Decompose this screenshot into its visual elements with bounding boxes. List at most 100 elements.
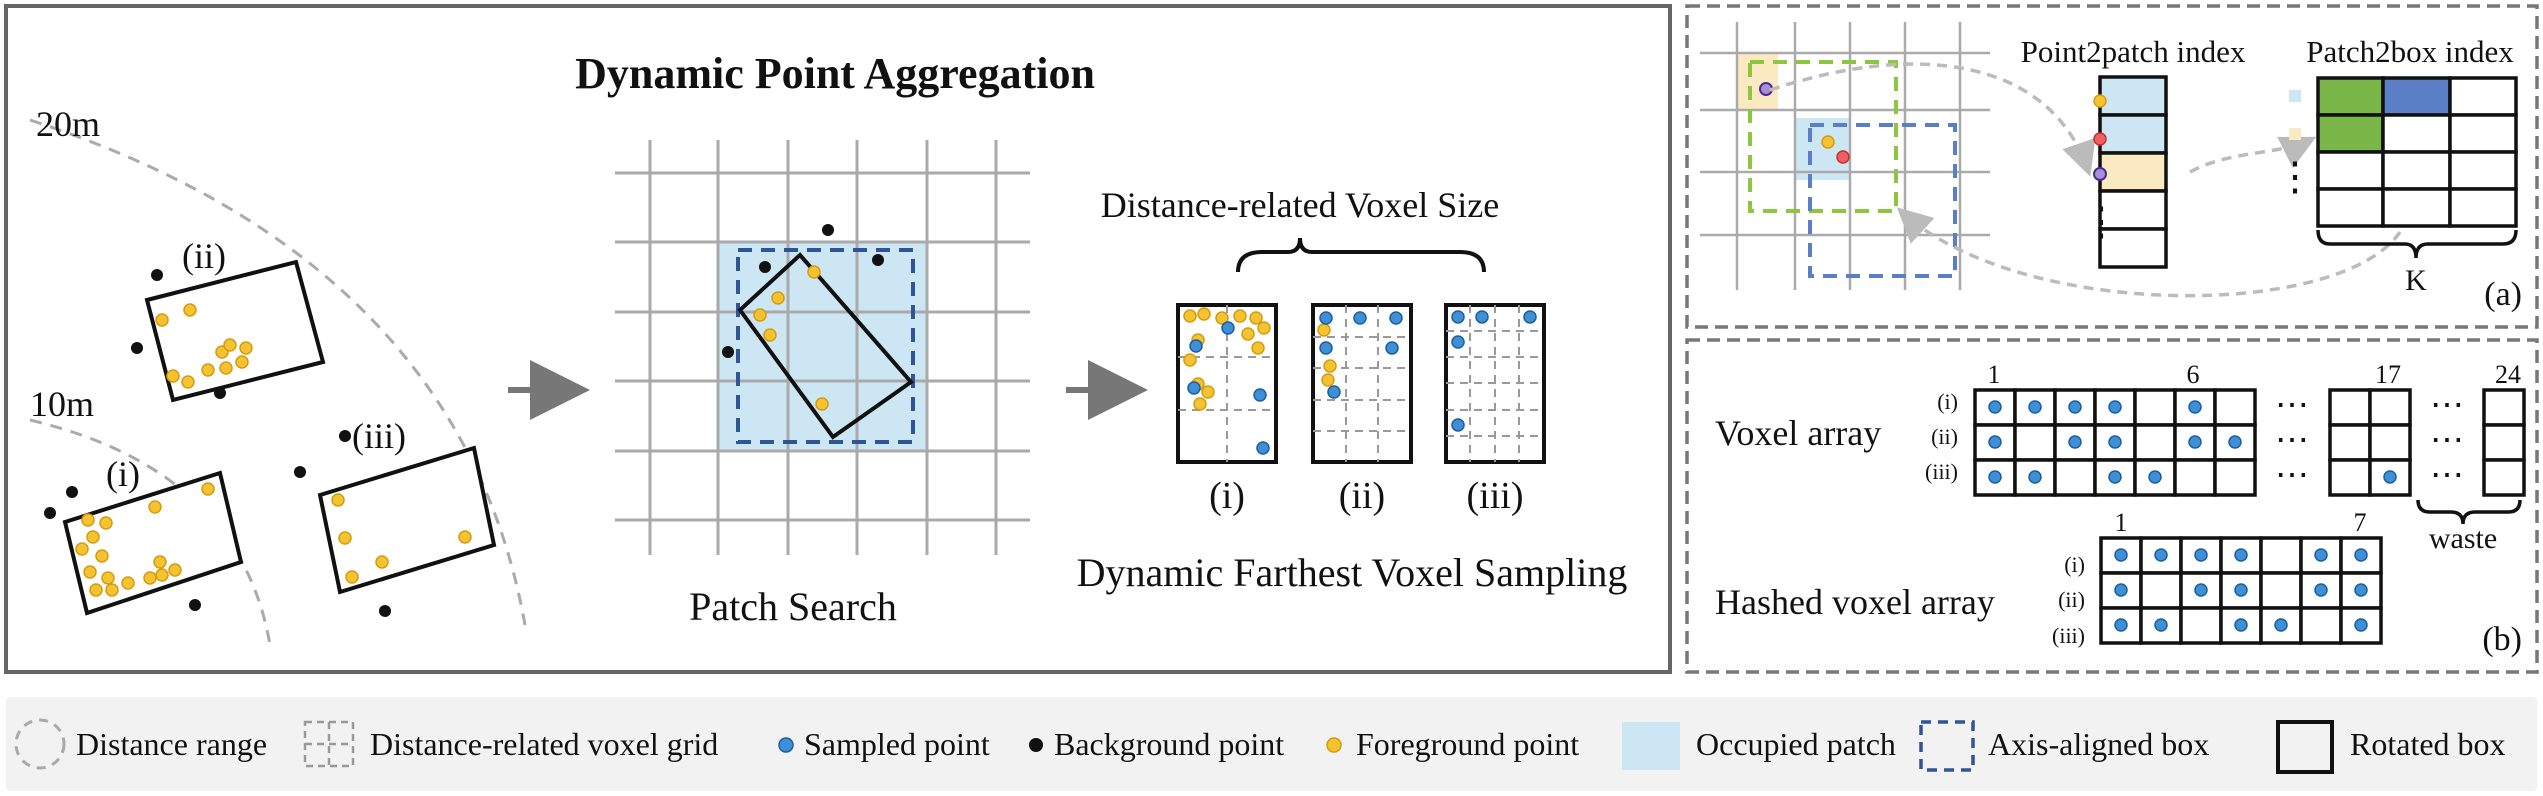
background-point xyxy=(214,387,226,399)
foreground-point xyxy=(239,341,253,355)
grid-label-ii: (ii) xyxy=(1339,475,1385,517)
panel-a-tag: (a) xyxy=(2484,276,2522,313)
panel-a: Point2patch index ⋮ Patch2box index xyxy=(1685,4,2539,329)
box-label-i: (i) xyxy=(106,454,140,494)
foreground-point xyxy=(235,355,249,369)
legend-axis-aligned-box: Axis-aligned box xyxy=(1988,726,2209,762)
yellow-square-marker xyxy=(2289,128,2301,140)
ellipsis: ⋯ xyxy=(2275,422,2309,459)
voxel-size-label: Distance-related Voxel Size xyxy=(1101,185,1500,225)
foreground-point xyxy=(753,308,767,322)
hashed-row-label-i: (i) xyxy=(2064,552,2085,577)
main-title: Dynamic Point Aggregation xyxy=(575,49,1095,98)
occupied-patch xyxy=(718,242,927,451)
foreground-point xyxy=(345,570,359,584)
panel-b: Voxel array Hashed voxel array (i) (ii) … xyxy=(1685,338,2539,674)
voxel-array-label: Voxel array xyxy=(1715,413,1881,453)
foreground-point xyxy=(223,338,237,352)
legend-occupied-patch: Occupied patch xyxy=(1696,726,1896,762)
legend-foreground-point-icon xyxy=(1326,737,1342,753)
blue-square-marker xyxy=(2289,90,2301,102)
background-point xyxy=(131,342,143,354)
hashed-array-label: Hashed voxel array xyxy=(1715,582,1995,622)
col-label-1: 1 xyxy=(1988,360,2001,389)
background-point xyxy=(44,507,56,519)
foreground-point xyxy=(121,576,135,590)
yellow-point xyxy=(1821,135,1835,149)
foreground-point xyxy=(155,313,169,327)
ellipsis: ⋯ xyxy=(2430,457,2464,494)
patch-search-label: Patch Search xyxy=(689,584,897,629)
legend-background-point-icon xyxy=(1029,738,1043,752)
background-point xyxy=(379,605,391,617)
link-arrow-box xyxy=(1896,207,2402,298)
point2patch-label: Point2patch index xyxy=(2021,34,2246,69)
row-label-iii: (iii) xyxy=(1925,459,1958,484)
green-patch-box xyxy=(1748,60,1898,213)
background-point xyxy=(872,254,884,266)
background-point xyxy=(294,466,306,478)
legend-voxel-grid: Distance-related voxel grid xyxy=(370,726,718,762)
link-arrow-point xyxy=(1769,62,2096,177)
background-point xyxy=(66,486,78,498)
foreground-point xyxy=(83,565,97,579)
foreground-point xyxy=(458,530,472,544)
foreground-point xyxy=(201,482,215,496)
foreground-point xyxy=(75,542,89,556)
yellow-point xyxy=(2093,94,2107,108)
col-label-24: 24 xyxy=(2495,360,2521,389)
main-panel: Dynamic Point Aggregation 20m 10m (ii) (… xyxy=(4,4,1672,674)
ring-label-10m: 10m xyxy=(30,384,94,424)
background-point xyxy=(151,269,163,281)
voxel-grid-ii: (ii) xyxy=(1311,303,1413,517)
ellipsis: ⋯ xyxy=(2430,387,2464,424)
sampling-label: Dynamic Farthest Voxel Sampling xyxy=(1077,550,1628,595)
hashed-col-label-1: 1 xyxy=(2115,508,2128,537)
foreground-point xyxy=(338,531,352,545)
patch-search-grid: Patch Search xyxy=(615,140,1030,629)
panel-b-tag: (b) xyxy=(2482,621,2522,658)
background-point xyxy=(759,261,771,273)
ellipsis: ⋯ xyxy=(2275,457,2309,494)
purple-point xyxy=(2093,167,2107,181)
legend: Distance range Distance-related voxel gr… xyxy=(6,697,2537,791)
foreground-point xyxy=(375,555,389,569)
scene-points xyxy=(44,269,472,617)
background-point xyxy=(339,430,351,442)
waste-label: waste xyxy=(2429,522,2497,555)
voxel-array-points xyxy=(1988,400,2397,484)
index-ellipsis: ⋮ xyxy=(2081,199,2121,244)
foreground-point xyxy=(95,549,109,563)
distance-ring-inner xyxy=(29,418,272,646)
blue-patch-box xyxy=(1808,123,1957,278)
legend-occupied-patch-icon xyxy=(1622,722,1680,770)
box-label-ii: (ii) xyxy=(182,236,226,276)
object-box-ii: (ii) xyxy=(144,236,326,403)
legend-axis-aligned-box-icon xyxy=(1919,720,1975,772)
foreground-point xyxy=(181,375,195,389)
voxel-grid-i: (i) xyxy=(1176,303,1278,517)
background-point xyxy=(822,224,834,236)
grid-label-iii: (iii) xyxy=(1467,475,1524,517)
foreground-point xyxy=(148,500,162,514)
object-box-iii: (iii) xyxy=(317,416,497,595)
col-label-17: 17 xyxy=(2375,360,2401,389)
legend-foreground-point: Foreground point xyxy=(1356,726,1579,762)
foreground-point xyxy=(331,493,345,507)
foreground-point xyxy=(153,555,167,569)
foreground-point xyxy=(183,303,197,317)
hashed-row-label-iii: (iii) xyxy=(2052,623,2085,648)
legend-background-point: Background point xyxy=(1054,726,1284,762)
patch2box-label: Patch2box index xyxy=(2306,34,2514,69)
ring-label-20m: 20m xyxy=(36,104,100,144)
foreground-point xyxy=(815,397,829,411)
hashed-row-label-ii: (ii) xyxy=(2058,587,2085,612)
foreground-point xyxy=(155,568,169,582)
ellipsis: ⋯ xyxy=(2275,387,2309,424)
hashed-array-grid xyxy=(2099,536,2383,645)
foreground-point xyxy=(763,328,777,342)
ellipsis: ⋯ xyxy=(2430,422,2464,459)
hashed-array-points xyxy=(2114,548,2368,632)
legend-sampled-point-icon xyxy=(778,737,794,753)
